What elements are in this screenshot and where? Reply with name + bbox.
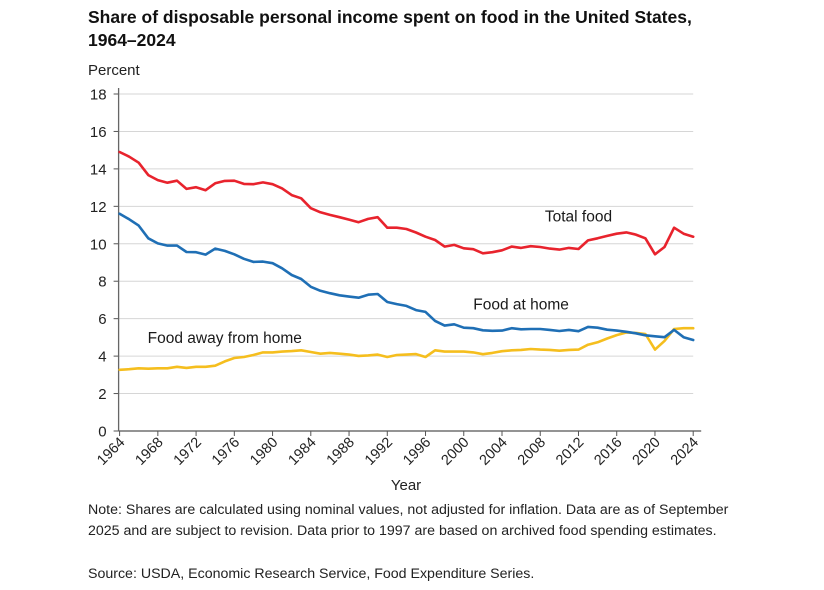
line-chart: 0 2 4 6 8 10 12 14 16 18 1964 1968 1972 1976 1980 1984… [90, 87, 702, 495]
y-tick-label: 18 [90, 87, 107, 104]
x-tick-label: 1984 [285, 435, 319, 469]
x-axis-ticks: 1964 1968 1972 1976 1980 1984 1988 1992 1996 2000… [94, 431, 702, 469]
y-tick-label: 0 [98, 424, 106, 441]
series-line-total-food [118, 150, 695, 256]
series-line-food-away-from-home [118, 326, 695, 372]
series-label: Total food [545, 208, 612, 225]
axes [117, 88, 702, 432]
y-tick-label: 2 [98, 386, 106, 403]
series-line-food-at-home [118, 212, 695, 342]
x-tick-label: 1976 [209, 435, 243, 469]
chart-title: Share of disposable personal income spen… [88, 7, 692, 50]
x-tick-label: 2020 [630, 435, 664, 469]
series-label: Food at home [473, 296, 569, 313]
x-tick-label: 1980 [247, 435, 281, 469]
chart-source: Source: USDA, Economic Research Service,… [88, 566, 535, 582]
y-tick-label: 10 [90, 236, 107, 253]
series-label: Food away from home [148, 330, 302, 347]
x-tick-label: 1988 [324, 435, 358, 469]
x-tick-label: 2024 [668, 435, 702, 469]
series-labels: Total food Food at home Food away from hom… [148, 208, 612, 347]
x-tick-label: 1992 [362, 435, 396, 469]
y-tick-label: 14 [90, 161, 107, 178]
x-tick-label: 1968 [133, 435, 167, 469]
x-tick-label: 1996 [400, 435, 434, 469]
x-tick-label: 2008 [515, 435, 549, 469]
x-tick-label: 2016 [591, 435, 625, 469]
chart-note: Note: Shares are calculated using nomina… [88, 502, 729, 539]
x-axis-label: Year [391, 477, 421, 494]
y-tick-label: 4 [98, 349, 106, 366]
x-tick-label: 2000 [438, 435, 472, 469]
y-tick-label: 6 [98, 311, 106, 328]
x-tick-label: 1972 [171, 435, 205, 469]
series-lines [118, 150, 695, 372]
y-axis-label: Percent [88, 62, 140, 79]
x-tick-label: 2012 [553, 435, 587, 469]
y-axis-ticks: 0 2 4 6 8 10 12 14 16 18 [90, 87, 119, 441]
gridlines [118, 93, 694, 395]
y-tick-label: 16 [90, 124, 107, 141]
y-tick-label: 12 [90, 199, 107, 216]
x-tick-label: 2004 [477, 435, 511, 469]
y-tick-label: 8 [98, 274, 106, 291]
